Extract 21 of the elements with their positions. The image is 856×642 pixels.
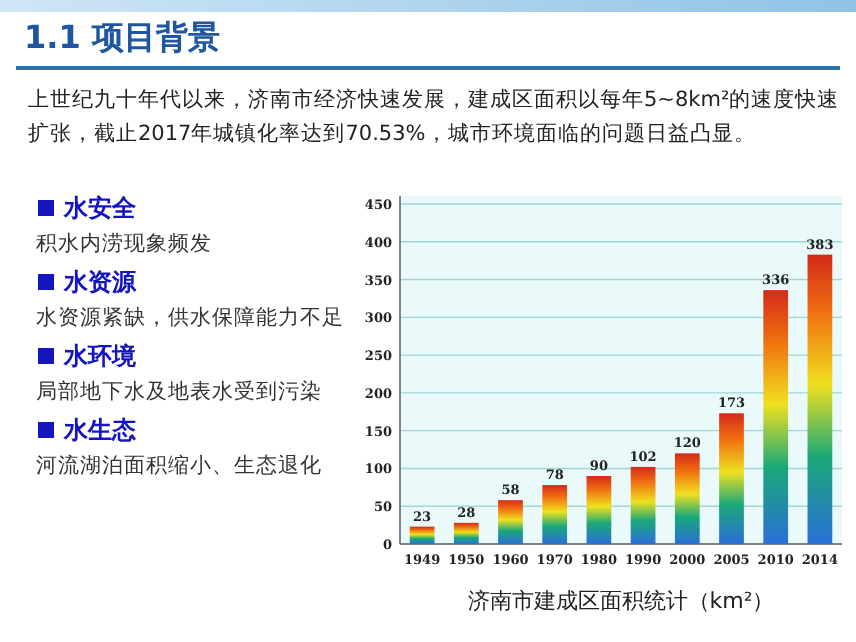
text: 水安全	[64, 192, 136, 226]
text: 水资源	[64, 266, 136, 300]
text: 积水内涝现象频发	[36, 229, 212, 257]
text: 河流湖泊面积缩小、生态退化	[36, 451, 322, 479]
bar	[409, 526, 435, 544]
bar	[763, 290, 789, 544]
bar	[498, 500, 523, 544]
bar	[453, 522, 479, 544]
text: 水环境	[64, 340, 136, 374]
bar	[674, 453, 700, 544]
text: 1.1 项目背景	[24, 18, 220, 60]
text: 上世纪九十年代以来，济南市经济快速发展，建成区面积以每年5~8km²的速度快速扩张，截止2017年城镇化率达到70.53%，城市环境面临的问题日益凸显。	[28, 86, 842, 150]
text: 水资源紧缺，供水保障能力不足	[36, 303, 344, 331]
bar	[542, 485, 568, 544]
bar	[630, 466, 656, 544]
bar	[586, 476, 612, 544]
text: 水生态	[64, 414, 136, 448]
bar	[719, 413, 744, 544]
text: 局部地下水及地表水受到污染	[36, 377, 322, 405]
text: 济南市建成区面积统计（km²）	[467, 588, 775, 614]
bar	[807, 254, 833, 544]
